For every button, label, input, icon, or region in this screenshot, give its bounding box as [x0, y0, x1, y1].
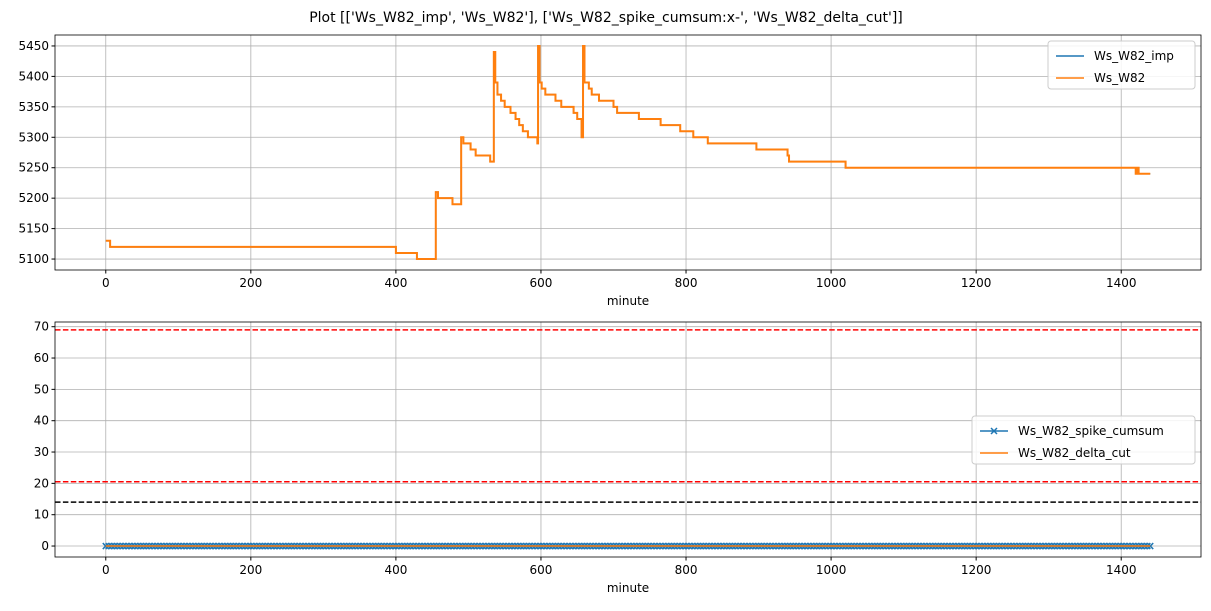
y-tick-label: 10	[34, 508, 49, 522]
y-tick-label: 5400	[18, 69, 49, 83]
plot-area	[55, 329, 1201, 550]
axes-1: 0 200 400 600 800 1000 1200 1400 5100 5150 5200 525…	[18, 34, 1202, 308]
x-tick-label: 200	[239, 563, 262, 577]
y-tick-label: 70	[34, 320, 49, 334]
legend-marker-x-icon	[990, 427, 998, 435]
y-tick-label: 20	[34, 476, 49, 490]
y-tick-label: 5450	[18, 39, 49, 53]
axes-2: 0 200 400 600 800 1000 1200 1400 0 10 20 30 40 50 60 70…	[34, 320, 1202, 595]
chart-title: Plot [['Ws_W82_imp', 'Ws_W82'], ['Ws_W82…	[309, 10, 903, 26]
x-tick-label: 600	[530, 276, 553, 290]
x-tick-label: 400	[384, 563, 407, 577]
legend-label: Ws_W82	[1094, 71, 1145, 85]
legend: Ws_W82_imp Ws_W82	[1047, 40, 1196, 90]
legend-label: Ws_W82_delta_cut	[1018, 446, 1131, 460]
x-tick-label: 200	[239, 276, 262, 290]
x-tick-label: 1200	[961, 563, 992, 577]
y-tick-label: 40	[34, 414, 49, 428]
y-tick-label: 60	[34, 351, 49, 365]
y-tick-label: 5100	[18, 252, 49, 266]
x-tick-label: 800	[675, 563, 698, 577]
x-tick-label: 1200	[961, 276, 992, 290]
x-tick-label: 800	[675, 276, 698, 290]
legend-label: Ws_W82_imp	[1094, 49, 1174, 63]
y-tick-label: 5300	[18, 130, 49, 144]
x-tick-label: 0	[102, 563, 110, 577]
series-line-Ws_W82_imp	[105, 45, 1151, 260]
axes-frame	[54, 321, 1202, 558]
x-tick-label: 1000	[816, 276, 847, 290]
legend-box	[971, 415, 1196, 465]
x-tick-label: 400	[384, 276, 407, 290]
legend: Ws_W82_spike_cumsum Ws_W82_delta_cut	[971, 415, 1196, 465]
x-tick-label: 1000	[816, 563, 847, 577]
y-tick-label: 30	[34, 445, 49, 459]
legend-label: Ws_W82_spike_cumsum	[1018, 424, 1164, 438]
x-marker	[1146, 542, 1154, 550]
y-tick-label: 5150	[18, 222, 49, 236]
y-tick-label: 5200	[18, 191, 49, 205]
legend-box	[1047, 40, 1196, 90]
y-tick-label: 0	[41, 539, 49, 553]
y-tick-label: 5250	[18, 161, 49, 175]
x-tick-label: 1400	[1106, 563, 1137, 577]
series-line-Ws_W82	[105, 44, 1151, 261]
plot-area	[105, 44, 1151, 261]
x-marker	[102, 542, 110, 550]
x-tick-label: 1400	[1106, 276, 1137, 290]
x-axis-label: minute	[607, 294, 649, 308]
x-tick-label: 0	[102, 276, 110, 290]
x-tick-label: 600	[530, 563, 553, 577]
x-axis-label: minute	[607, 581, 649, 595]
axes-frame	[54, 34, 1202, 271]
y-tick-label: 5350	[18, 100, 49, 114]
y-tick-label: 50	[34, 382, 49, 396]
